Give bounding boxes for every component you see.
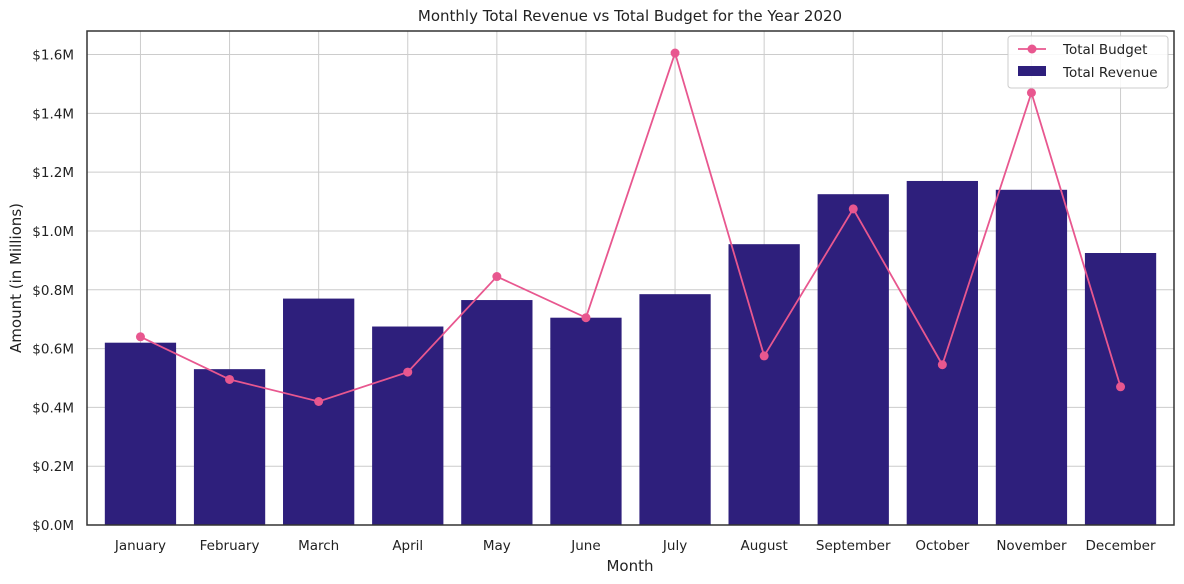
x-tick-label: June (570, 538, 600, 554)
budget-point (225, 374, 235, 384)
revenue-bar (193, 369, 266, 525)
legend-revenue-swatch-icon (1018, 66, 1046, 76)
y-tick-label: $0.0M (32, 518, 74, 534)
revenue-bar (104, 342, 177, 525)
legend-budget-marker-icon (1027, 44, 1037, 54)
budget-point (403, 367, 413, 377)
y-tick-label: $1.0M (32, 224, 74, 240)
y-tick-label: $1.2M (32, 165, 74, 181)
x-tick-label: April (392, 538, 423, 554)
legend-budget-label: Total Budget (1062, 42, 1147, 58)
revenue-bar (461, 300, 533, 525)
x-axis-label: Month (606, 557, 653, 575)
x-tick-label: July (662, 538, 687, 554)
budget-point (314, 397, 324, 406)
revenue-bar (372, 326, 444, 525)
budget-point (492, 272, 502, 282)
revenue-bar (728, 244, 800, 526)
y-tick-label: $0.8M (32, 283, 74, 299)
y-tick-label: $0.6M (32, 342, 74, 358)
revenue-bars (104, 180, 1157, 526)
y-tick-label: $0.2M (32, 459, 74, 475)
x-tick-label: January (114, 538, 166, 554)
x-tick-label: September (816, 538, 891, 554)
revenue-bar (550, 317, 622, 525)
revenue-bar (817, 194, 889, 526)
x-tick-label: October (915, 538, 969, 554)
budget-point (1116, 382, 1126, 392)
y-tick-label: $1.4M (32, 106, 74, 122)
revenue-bar (639, 294, 711, 525)
budget-series-line (140, 50, 1122, 403)
x-tick-label: February (200, 538, 260, 554)
budget-point (135, 332, 145, 342)
x-tick-label: December (1086, 538, 1156, 554)
budget-point (1026, 88, 1036, 98)
y-tick-label: $0.4M (32, 400, 74, 416)
chart-title: Monthly Total Revenue vs Total Budget fo… (418, 7, 842, 25)
budget-point (848, 204, 858, 214)
legend: Total Budget Total Revenue (1007, 35, 1169, 89)
plot-frame (86, 30, 1175, 526)
y-axis-ticks: $0.0M $0.2M $0.4M $0.6M $0.8M $1.0M $1.2M $1.4M… (32, 48, 74, 534)
x-tick-label: March (298, 538, 339, 554)
legend-box (1007, 35, 1169, 89)
budget-point (937, 360, 947, 370)
x-tick-label: August (741, 538, 788, 554)
revenue-bar (283, 298, 355, 525)
x-axis-ticks: January February March April May June July Augu… (114, 538, 1156, 554)
x-tick-label: May (483, 538, 511, 554)
budget-point (581, 313, 591, 323)
y-axis-label: Amount (in Millions) (7, 203, 25, 353)
legend-revenue-label: Total Revenue (1062, 65, 1158, 81)
budget-line (135, 48, 1126, 406)
y-tick-label: $1.6M (32, 48, 74, 64)
budget-point (759, 351, 769, 361)
x-tick-label: November (996, 538, 1067, 554)
budget-point (670, 48, 680, 58)
revenue-bar (906, 180, 978, 525)
revenue-bar (995, 189, 1068, 526)
